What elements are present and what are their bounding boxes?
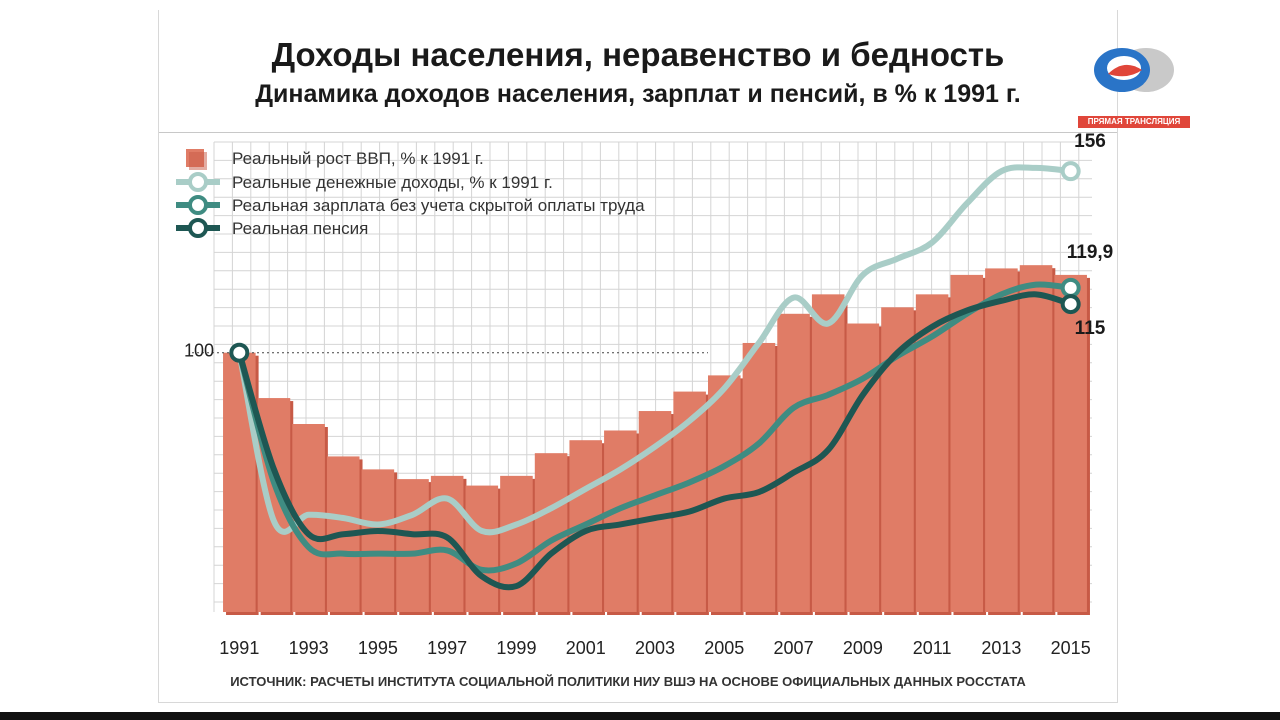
- start-marker: [229, 342, 250, 363]
- bar: [500, 475, 533, 612]
- x-tick-label: 2015: [1051, 638, 1091, 658]
- x-tick-label: 1995: [358, 638, 398, 658]
- data-label: 115: [1075, 318, 1106, 339]
- x-tick-label: 1991: [219, 638, 259, 658]
- y-tick-label: 100: [184, 341, 214, 361]
- bar: [465, 485, 499, 612]
- legend-label: Реальная пенсия: [232, 219, 368, 238]
- bar: [846, 323, 880, 612]
- legend-swatch-marker: [188, 195, 208, 215]
- bar: [396, 479, 429, 612]
- bottom-bar: [0, 712, 1280, 720]
- bar: [915, 294, 949, 612]
- legend-swatch-marker: [188, 172, 208, 192]
- page-title: Доходы населения, неравенство и бедность: [271, 36, 1005, 73]
- bar: [361, 469, 395, 612]
- chart-legend: Реальный рост ВВП, % к 1991 г. Реальные д…: [176, 149, 645, 238]
- line-wage: [236, 281, 1074, 574]
- chart: 100 Реальный рост ВВП, % к 1991 г.Реальн…: [176, 132, 1114, 689]
- end-marker: [1060, 294, 1081, 315]
- channel-logo-icon: [1094, 48, 1174, 92]
- x-tick-label: 2009: [843, 638, 883, 658]
- live-badge: ПРЯМАЯ ТРАНСЛЯЦИЯ: [1078, 116, 1190, 128]
- bar-series: [223, 265, 1090, 615]
- x-tick-label: 2005: [704, 638, 744, 658]
- end-marker: [1060, 277, 1081, 298]
- end-marker: [1060, 161, 1081, 182]
- line-income: [236, 164, 1074, 536]
- legend-label: Реальный рост ВВП, % к 1991 г.: [232, 149, 484, 168]
- data-label: 119,9: [1067, 242, 1114, 263]
- x-tick-label: 2013: [981, 638, 1021, 658]
- bar: [950, 274, 984, 612]
- bar: [742, 342, 776, 612]
- legend-label: Реальные денежные доходы, % к 1991 г.: [232, 173, 553, 192]
- line-series: [229, 161, 1081, 591]
- x-tick-label: 1993: [289, 638, 329, 658]
- line-pension: [236, 291, 1074, 591]
- x-tick-label: 2001: [566, 638, 606, 658]
- x-tick-label: 1997: [427, 638, 467, 658]
- x-tick-label: 2007: [774, 638, 814, 658]
- legend-swatch-marker: [188, 218, 208, 238]
- x-tick-label: 2011: [913, 638, 952, 658]
- x-tick-label: 1999: [496, 638, 536, 658]
- header: Доходы населения, неравенство и бедность…: [159, 10, 1117, 133]
- bar: [777, 313, 810, 612]
- source-note: ИСТОЧНИК: РАСЧЕТЫ ИНСТИТУТА СОЦИАЛЬНОЙ П…: [230, 674, 1026, 689]
- x-tick-label: 2003: [635, 638, 675, 658]
- data-label: 156: [1074, 132, 1106, 152]
- x-axis: 1991 1993 1995 1997 1999 2001 2003 2005 2007 2009…: [219, 638, 1090, 658]
- bar: [1019, 265, 1053, 612]
- legend-swatch-shadow: [189, 152, 207, 170]
- page-subtitle: Динамика доходов населения, зарплат и пе…: [255, 80, 1021, 108]
- value-labels: 156 119,9 115: [1067, 132, 1114, 339]
- bar: [985, 268, 1018, 612]
- bar: [1054, 274, 1087, 612]
- reference-line: 100: [184, 341, 708, 361]
- legend-label: Реальная зарплата без учета скрытой опла…: [232, 196, 645, 215]
